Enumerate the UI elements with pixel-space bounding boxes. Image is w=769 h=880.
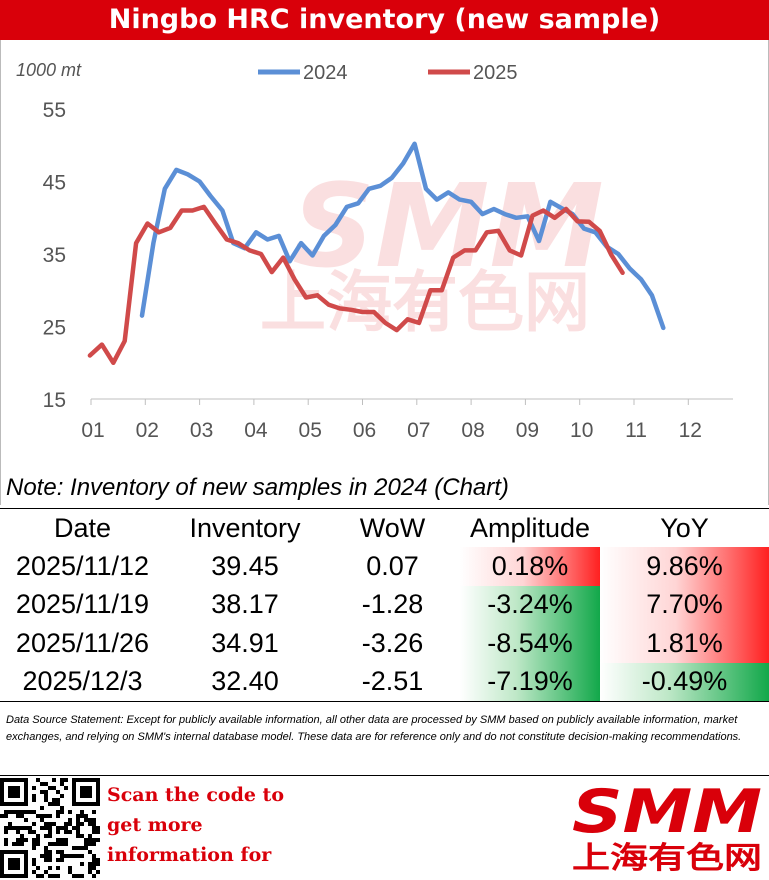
scan-line: information for <box>107 844 272 866</box>
cell-amplitude: 0.18% <box>460 547 600 586</box>
table-row: 2025/12/3 32.40 -2.51 -7.19% -0.49% <box>0 662 769 702</box>
cell-date: 2025/11/26 <box>15 627 150 658</box>
chart-title: Ningbo HRC inventory (new sample) <box>0 0 769 40</box>
cell-amplitude: -7.19% <box>460 662 600 702</box>
cell-yoy: 7.70% <box>600 585 769 624</box>
legend-label-2025: 2025 <box>473 62 518 84</box>
series-line-2025 <box>87 204 625 366</box>
legend: 2024 2025 <box>258 62 518 84</box>
scan-line: get more <box>107 814 203 836</box>
x-tick-label: 12 <box>679 419 702 442</box>
scan-line: Scan the code to <box>107 784 285 806</box>
watermark: SMM 上海有色网 <box>260 160 604 341</box>
cell-yoy: -0.49% <box>600 662 769 702</box>
scan-prompt: Scan the code to get more information fo… <box>107 780 307 870</box>
footer-divider <box>0 775 769 776</box>
y-tick-label: 35 <box>43 244 66 267</box>
y-tick-label: 55 <box>43 99 66 122</box>
cell-inventory: 39.45 <box>211 550 279 581</box>
table-row: 2025/11/19 38.17 -1.28 -3.24% 7.70% <box>0 585 769 624</box>
cell-wow: -2.51 <box>325 662 460 702</box>
cell-date: 2025/11/12 <box>15 550 150 581</box>
x-tick-label: 03 <box>190 419 213 442</box>
header-inventory: Inventory <box>189 512 301 543</box>
header-date: Date <box>53 512 112 543</box>
data-source-statement: Data Source Statement: Except for public… <box>6 714 742 743</box>
x-tick-label: 10 <box>570 419 593 442</box>
y-tick-label: 45 <box>43 172 66 195</box>
x-tick-label: 05 <box>299 419 322 442</box>
table-row: 2025/11/26 34.91 -3.26 -8.54% 1.81% <box>0 624 769 663</box>
cell-wow: 0.07 <box>366 550 419 581</box>
cell-wow: -3.26 <box>361 627 424 658</box>
cell-inventory: 34.91 <box>211 627 279 658</box>
legend-label-2024: 2024 <box>303 62 348 84</box>
axes: 15 25 35 45 55 01 02 03 04 05 06 07 08 09 10 11 12 <box>43 99 733 442</box>
cell-inventory: 32.40 <box>165 662 325 702</box>
chart-note: Note: Inventory of new samples in 2024 (… <box>6 474 509 501</box>
series-lines <box>87 141 666 366</box>
cell-yoy: 9.86% <box>600 547 769 586</box>
x-tick-label: 09 <box>516 419 539 442</box>
table-header-row: Date Inventory WoW Amplitude YoY <box>0 509 769 548</box>
header-amplitude: Amplitude <box>469 512 591 543</box>
cell-amplitude: -3.24% <box>460 585 600 624</box>
inventory-table: Date Inventory WoW Amplitude YoY 2025/11… <box>0 508 769 702</box>
line-chart: SMM 上海有色网 1000 mt 2024 2025 15 25 35 45 55 01… <box>16 60 733 442</box>
table-row: 2025/11/12 39.45 0.07 0.18% 9.86% <box>0 547 769 586</box>
cell-amplitude: -8.54% <box>460 624 600 663</box>
cell-date: 2025/12/3 <box>0 662 165 702</box>
y-tick-label: 25 <box>43 317 66 340</box>
qr-modules <box>0 778 100 878</box>
x-tick-label: 11 <box>625 419 647 442</box>
logo-smm: SMM <box>572 780 762 847</box>
x-tick-label: 02 <box>136 419 159 442</box>
x-tick-label: 08 <box>461 419 484 442</box>
cell-wow: -1.28 <box>361 589 424 620</box>
cell-inventory: 38.17 <box>211 589 279 620</box>
smm-logo: SMM 上海有色网 <box>572 780 762 876</box>
y-unit-label: 1000 mt <box>16 60 82 80</box>
qr-code-icon[interactable] <box>0 778 100 878</box>
y-tick-label: 15 <box>43 389 66 412</box>
x-tick-label: 07 <box>407 419 430 442</box>
logo-cn: 上海有色网 <box>572 841 762 876</box>
header-wow: WoW <box>359 512 426 543</box>
cell-date: 2025/11/19 <box>15 589 150 620</box>
cell-yoy: 1.81% <box>600 624 769 663</box>
x-tick-label: 06 <box>353 419 376 442</box>
header-yoy: YoY <box>660 512 709 543</box>
x-tick-label: 01 <box>81 419 104 442</box>
x-tick-label: 04 <box>244 419 268 442</box>
